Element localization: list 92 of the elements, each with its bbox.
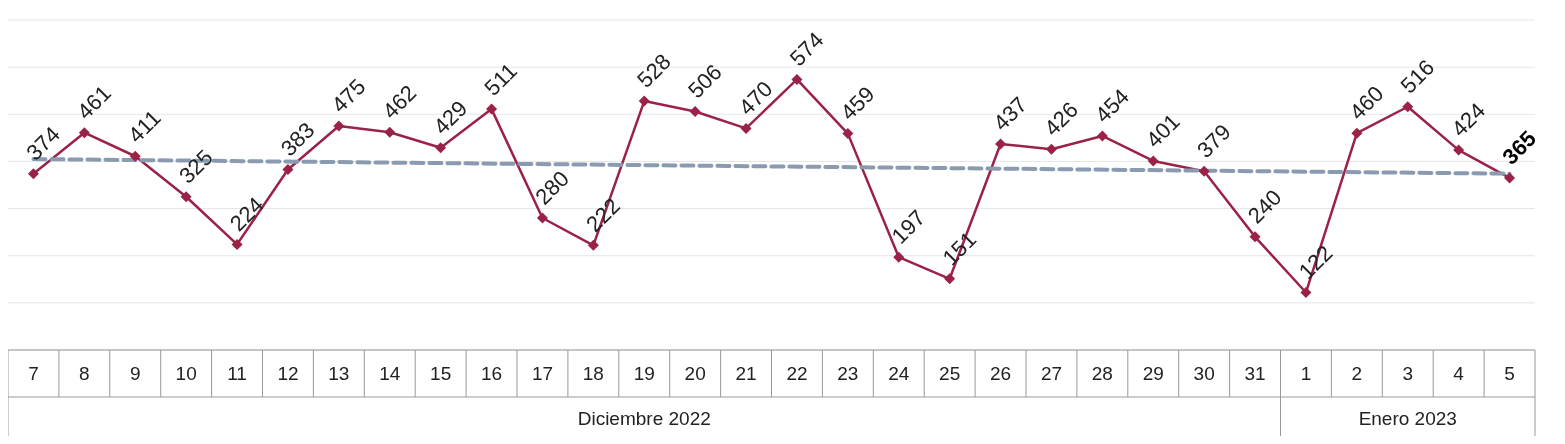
data-label: 222: [581, 193, 625, 237]
point: [180, 191, 192, 203]
point: [791, 73, 803, 85]
data-label: 325: [174, 144, 218, 189]
data-label: 424: [1446, 98, 1491, 142]
x-tick-label: 23: [837, 363, 859, 384]
x-tick-label: 1: [1300, 363, 1312, 384]
point: [1249, 231, 1261, 243]
point: [944, 273, 956, 285]
x-tick-label: 31: [1244, 363, 1266, 384]
point: [1096, 130, 1108, 142]
x-tick-label: 18: [582, 363, 604, 384]
point: [486, 103, 498, 115]
point: [842, 128, 854, 140]
x-tick-label: 7: [28, 363, 39, 384]
text: Diciembre 2022: [577, 408, 711, 429]
data-label: 506: [683, 59, 727, 103]
data-label: 224: [224, 192, 269, 236]
point: [1300, 286, 1312, 298]
x-tick-label: 9: [129, 363, 141, 384]
point: [893, 251, 905, 263]
point: [1504, 172, 1516, 184]
x-tick-label: 26: [989, 363, 1012, 384]
data-label: 461: [72, 80, 116, 125]
x-tick-label: 19: [633, 363, 655, 384]
point: [231, 238, 243, 250]
x-tick-label: 10: [175, 363, 197, 384]
point: [995, 138, 1007, 150]
data-label: 122: [1293, 240, 1338, 285]
data-label: 470: [733, 76, 778, 120]
x-tick-label: 13: [328, 363, 350, 384]
point: [1045, 143, 1057, 155]
data-label: 240: [1242, 184, 1287, 229]
data-label: 460: [1344, 81, 1389, 125]
point: [282, 163, 294, 175]
x-tick-label: 4: [1453, 363, 1465, 384]
data-label: 511: [479, 58, 522, 101]
data-label: 437: [988, 91, 1033, 136]
data-label: 379: [1192, 119, 1236, 163]
data-label: 280: [530, 165, 574, 210]
data-label: 426: [1039, 97, 1083, 141]
point: [1147, 155, 1159, 167]
point: [435, 142, 447, 154]
data-label: 454: [1090, 83, 1134, 128]
point: [27, 168, 39, 180]
x-tick-label: 2: [1351, 363, 1363, 384]
data-label: 374: [21, 121, 65, 166]
point: [689, 105, 701, 117]
point: [740, 122, 752, 134]
x-tick-label: 17: [531, 363, 554, 384]
x-tick-label: 12: [277, 363, 299, 384]
x-tick-label: 3: [1402, 363, 1414, 384]
x-tick-label: 16: [480, 363, 503, 384]
point: [587, 239, 599, 251]
x-tick-label: 24: [888, 363, 910, 384]
data-label: 401: [1141, 108, 1185, 153]
point: [1351, 127, 1363, 139]
point: [638, 95, 650, 107]
point: [1198, 165, 1210, 177]
data-label: 151: [937, 226, 982, 271]
point: [536, 212, 548, 224]
data-label: 528: [632, 48, 676, 93]
data-label: 383: [275, 117, 320, 161]
point: [129, 150, 141, 162]
data-label: 475: [326, 73, 371, 118]
data-label: 429: [428, 95, 473, 140]
x-tick-label: 5: [1504, 363, 1515, 384]
point: [384, 126, 396, 138]
data-label: 411: [123, 105, 166, 148]
point: [78, 127, 90, 139]
data-label: 459: [835, 81, 880, 126]
x-tick-label: 15: [430, 363, 452, 384]
data-label: 365: [1497, 125, 1542, 170]
point: [333, 120, 345, 132]
x-tick-label: 25: [939, 363, 961, 384]
text: Enero 2023: [1358, 408, 1457, 429]
x-tick-label: 27: [1040, 363, 1063, 384]
x-tick-label: 28: [1091, 363, 1113, 384]
point: [1402, 101, 1414, 113]
x-tick-label: 30: [1193, 363, 1215, 384]
x-tick-label: 29: [1142, 363, 1164, 384]
x-tick-label: 8: [79, 363, 90, 384]
data-label: 516: [1395, 54, 1440, 99]
data-label: 574: [784, 27, 829, 71]
x-tick-label: 21: [735, 363, 757, 384]
x-tick-label: 11: [227, 363, 247, 384]
x-tick-label: 20: [684, 363, 706, 384]
data-label: 462: [377, 80, 422, 124]
data-label: 197: [886, 205, 931, 249]
point: [1453, 144, 1465, 156]
x-tick-label: 22: [786, 363, 808, 384]
x-tick-label: 14: [379, 363, 401, 384]
